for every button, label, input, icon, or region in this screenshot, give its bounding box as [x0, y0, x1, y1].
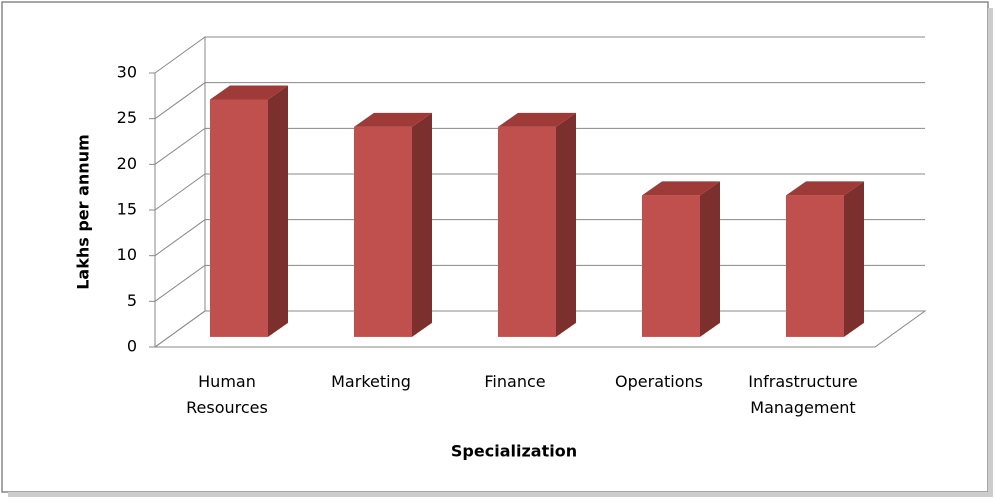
x-axis-title: Specialization — [451, 442, 577, 461]
bar — [210, 99, 268, 337]
bar-top — [642, 181, 720, 196]
bars — [210, 85, 864, 337]
x-tick-label: Marketing — [331, 372, 411, 391]
bar — [354, 126, 412, 337]
y-tick-label: 25 — [117, 108, 137, 127]
y-tick-label: 10 — [117, 245, 137, 264]
y-tick-label: 30 — [117, 63, 137, 82]
grid-line — [154, 127, 925, 165]
grid-line — [154, 82, 925, 120]
bar — [786, 195, 844, 337]
bar — [498, 126, 556, 337]
y-tick-label: 0 — [127, 337, 137, 356]
y-tick-label: 20 — [117, 154, 137, 173]
grid-line — [154, 173, 925, 211]
bar-side — [844, 181, 864, 337]
shadow — [988, 8, 993, 496]
grid: 0 5 10 15 20 25 30 — [117, 36, 927, 356]
bar-top — [498, 112, 576, 127]
bar-top — [210, 85, 288, 100]
bar-side — [268, 85, 288, 337]
x-tick-label: Human Resources — [186, 372, 268, 417]
y-tick-label: 15 — [117, 200, 137, 219]
bar — [642, 195, 700, 337]
bar-side — [700, 181, 720, 337]
shadow — [8, 492, 993, 497]
x-tick-label: Finance — [484, 372, 546, 391]
grid-line — [154, 36, 925, 74]
bar-side — [412, 112, 432, 337]
x-tick-label: Infrastructure Management — [748, 372, 858, 417]
bar-side — [556, 112, 576, 337]
bar-top — [354, 112, 432, 127]
y-axis-title: Lakhs per annum — [74, 134, 93, 290]
y-tick-label: 5 — [127, 291, 137, 310]
bar-top — [786, 181, 864, 196]
x-tick-label: Operations — [615, 372, 703, 391]
